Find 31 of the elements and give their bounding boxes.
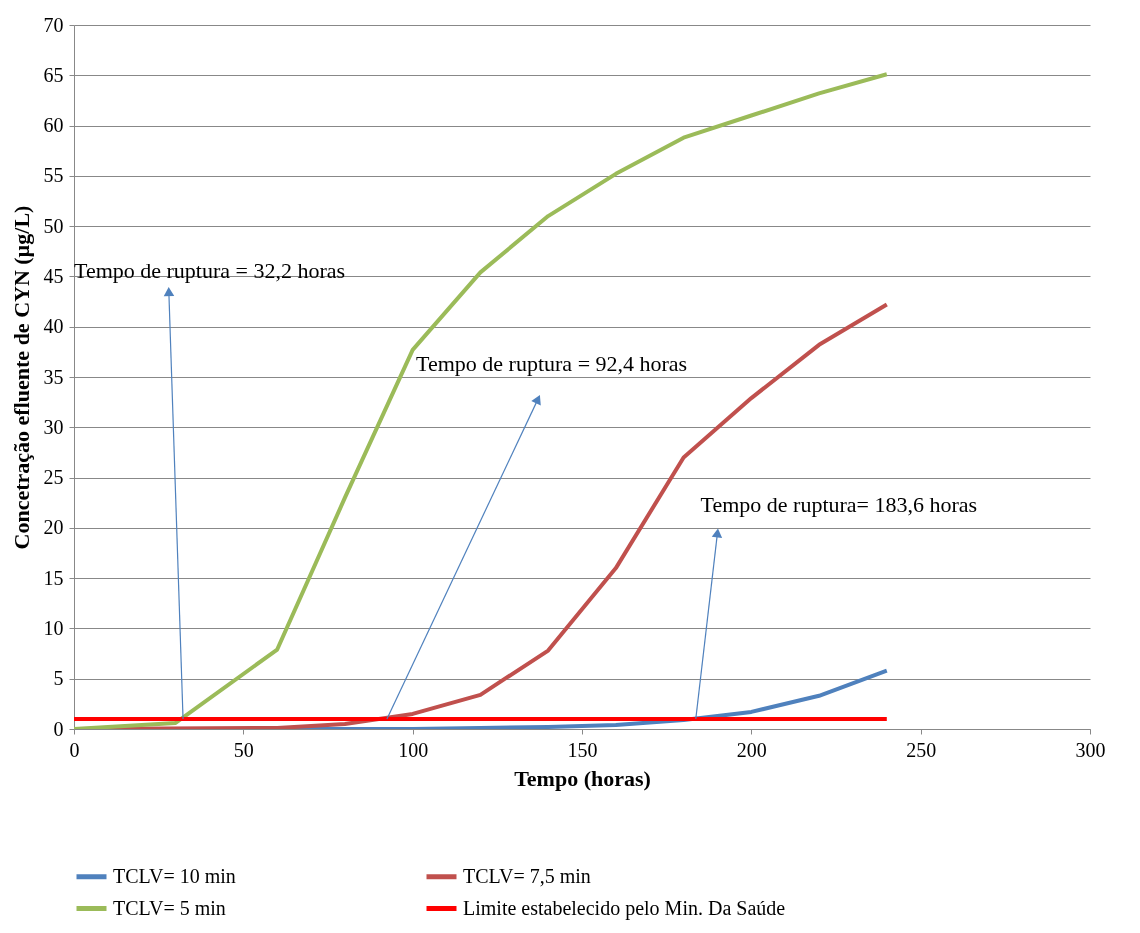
legend-label: TCLV= 5 min — [113, 896, 226, 919]
y-tick-label: 20 — [43, 516, 64, 539]
y-axis-title: Concetração efluente de CYN (µg/L) — [8, 205, 34, 550]
y-tick-label: 15 — [43, 566, 64, 589]
legend-label: TCLV= 7,5 min — [463, 864, 591, 887]
x-tick-label: 100 — [398, 738, 429, 761]
y-tick-label: 35 — [43, 365, 64, 388]
x-tick-label: 50 — [233, 738, 254, 761]
x-tick-label: 0 — [69, 738, 80, 761]
y-tick-label: 30 — [43, 415, 64, 438]
y-tick-label: 55 — [43, 164, 64, 187]
legend-label: Limite estabelecido pelo Min. Da Saúde — [463, 896, 786, 920]
y-tick-label: 45 — [43, 264, 64, 287]
annotation: Tempo de ruptura = 32,2 horas — [74, 258, 346, 284]
x-tick-label: 150 — [567, 738, 598, 761]
annotation: Tempo de ruptura= 183,6 horas — [700, 491, 978, 517]
x-axis-title: Tempo (horas) — [514, 765, 651, 791]
y-tick-label: 40 — [43, 315, 64, 338]
y-tick-label: 0 — [53, 717, 64, 740]
x-tick-label: 300 — [1075, 738, 1106, 761]
y-tick-label: 5 — [53, 667, 64, 690]
y-tick-label: 10 — [43, 616, 64, 639]
y-tick-label: 25 — [43, 466, 64, 489]
annotation: Tempo de ruptura = 92,4 horas — [416, 350, 688, 376]
y-tick-label: 60 — [43, 114, 64, 137]
legend-label: TCLV= 10 min — [113, 864, 236, 887]
x-tick-label: 250 — [906, 738, 937, 761]
x-tick-label: 200 — [736, 738, 767, 761]
y-tick-label: 70 — [43, 13, 64, 36]
y-tick-label: 50 — [43, 214, 64, 237]
y-tick-label: 65 — [43, 63, 64, 86]
